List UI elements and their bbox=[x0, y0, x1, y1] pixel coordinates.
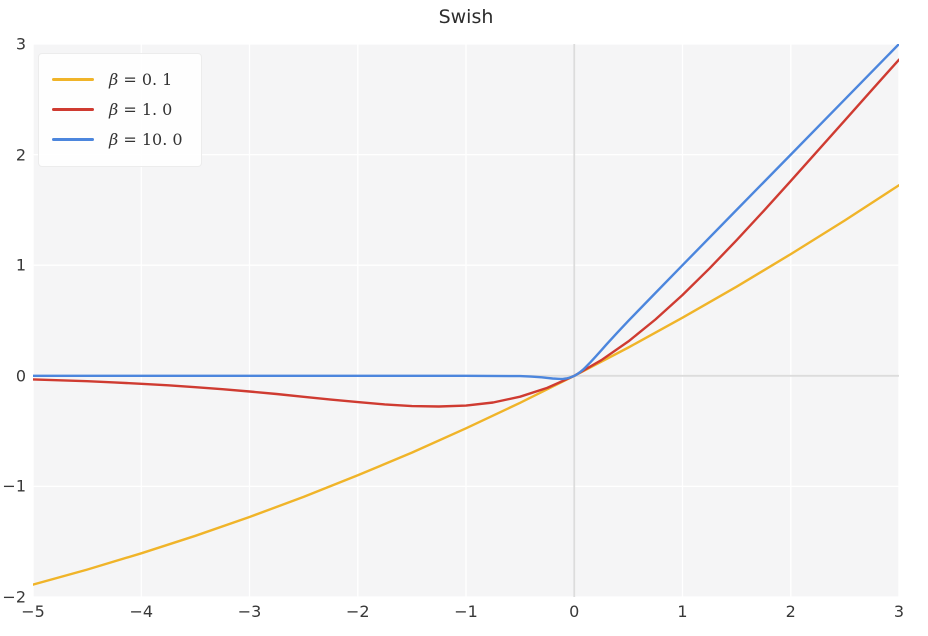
legend-value: = 10. 0 bbox=[118, 129, 183, 149]
legend-item-2: β = 10. 0 bbox=[52, 124, 183, 154]
x-tick-label: −3 bbox=[237, 602, 262, 621]
y-tick-label: −1 bbox=[2, 476, 26, 496]
series-line-0 bbox=[33, 183, 899, 586]
chart-title: Swish bbox=[438, 6, 494, 28]
x-tick-label: 1 bbox=[677, 602, 688, 621]
legend-value: = 0. 1 bbox=[118, 69, 173, 89]
y-tick-label: 2 bbox=[15, 145, 26, 165]
y-tick-label: 0 bbox=[15, 366, 26, 386]
legend-item-1: β = 1. 0 bbox=[52, 94, 183, 124]
x-tick-label: −1 bbox=[454, 602, 478, 621]
legend-line-swatch bbox=[52, 107, 94, 111]
y-tick-label: 1 bbox=[15, 255, 26, 275]
x-tick-label: 2 bbox=[785, 602, 796, 621]
legend-label: β = 10. 0 bbox=[109, 130, 183, 149]
x-tick-label: −4 bbox=[129, 602, 154, 621]
series-line-1 bbox=[33, 58, 899, 408]
x-tick-label: 3 bbox=[893, 602, 905, 621]
series-line-2 bbox=[33, 44, 899, 381]
legend-label: β = 1. 0 bbox=[109, 100, 172, 119]
x-tick-label: 0 bbox=[569, 602, 580, 621]
beta-symbol: β bbox=[109, 129, 119, 149]
legend-line-swatch bbox=[52, 77, 94, 81]
x-tick-label: −5 bbox=[21, 602, 45, 621]
y-tick-label: −2 bbox=[2, 587, 26, 607]
legend-item-0: β = 0. 1 bbox=[52, 64, 183, 94]
beta-symbol: β bbox=[109, 69, 119, 89]
y-tick-label: 3 bbox=[15, 34, 26, 54]
x-tick-label: −2 bbox=[345, 602, 370, 621]
beta-symbol: β bbox=[109, 99, 119, 119]
legend-line-swatch bbox=[52, 137, 94, 141]
legend-value: = 1. 0 bbox=[118, 99, 173, 119]
legend-label: β = 0. 1 bbox=[109, 70, 172, 89]
